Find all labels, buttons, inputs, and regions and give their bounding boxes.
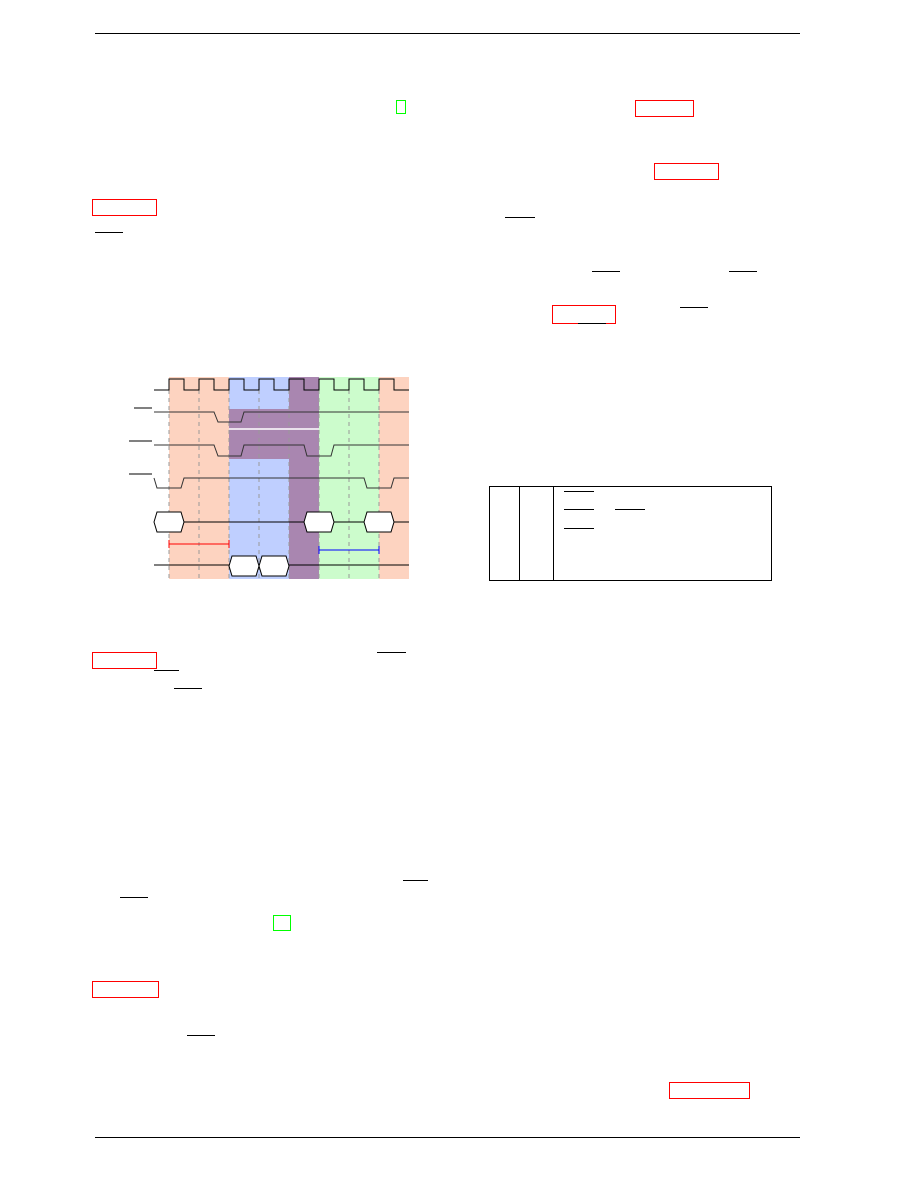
overline <box>174 688 202 689</box>
signal-2 <box>154 444 409 457</box>
table <box>489 486 772 581</box>
overline <box>564 509 594 510</box>
cross-reference-link[interactable] <box>92 981 159 998</box>
table-column-divider <box>519 487 520 580</box>
header-rule <box>95 33 800 34</box>
signal-3 <box>153 477 409 489</box>
cross-reference-link[interactable] <box>635 100 694 117</box>
overline <box>680 307 708 308</box>
bus-value-cell <box>258 555 290 577</box>
citation-link[interactable] <box>396 100 406 114</box>
overline <box>95 232 123 233</box>
overline <box>154 670 179 671</box>
cross-reference-link[interactable] <box>654 163 719 180</box>
cross-reference-link[interactable] <box>92 199 157 216</box>
signal-1 <box>154 411 409 423</box>
bus-value-cell <box>153 511 185 533</box>
clock-signal <box>154 378 409 391</box>
cross-reference-link[interactable] <box>92 652 157 669</box>
overline <box>729 271 757 272</box>
citation-link[interactable] <box>273 915 291 931</box>
bus-1-values <box>153 511 395 533</box>
overline <box>592 271 620 272</box>
bus-value-cell <box>363 511 395 533</box>
overline <box>377 652 406 653</box>
overline <box>505 217 535 218</box>
overline <box>120 897 148 898</box>
table-column-divider <box>553 487 554 580</box>
overline <box>564 528 594 529</box>
bus-2-values <box>228 555 290 577</box>
overline <box>187 1035 215 1036</box>
overline <box>615 509 645 510</box>
bus-value-cell <box>303 511 335 533</box>
cross-reference-link[interactable] <box>669 1082 750 1099</box>
overline <box>403 880 428 881</box>
overline <box>578 323 606 324</box>
overline <box>564 491 594 492</box>
footer-rule <box>95 1137 800 1138</box>
bus-value-cell <box>228 555 260 577</box>
